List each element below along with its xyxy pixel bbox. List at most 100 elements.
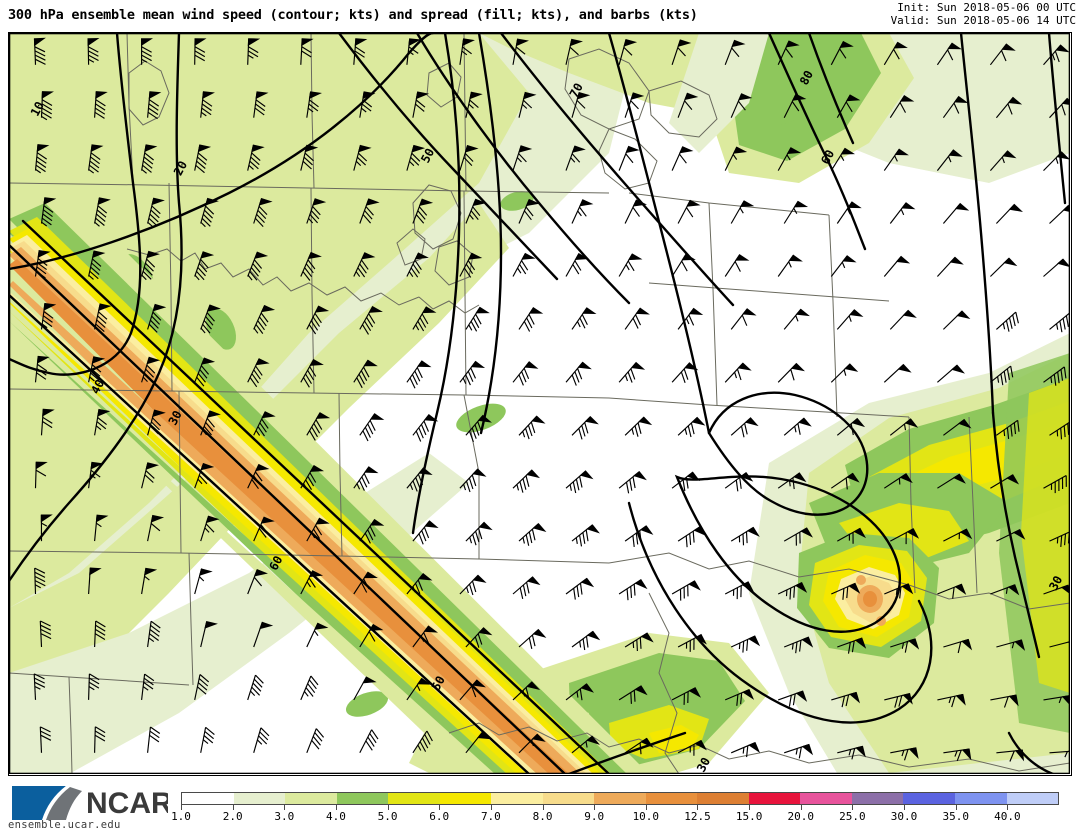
colorbar-band-7: [542, 793, 595, 804]
wind-barb: [677, 416, 706, 438]
colorbar-tick-label-1: 2.0: [222, 810, 243, 823]
wind-barb: [247, 251, 269, 281]
wind-barb: [247, 38, 261, 65]
svg-text:60: 60: [818, 147, 837, 166]
wind-barb: [624, 92, 645, 118]
wind-barb: [571, 630, 601, 651]
colorbar-tick-2: [284, 805, 286, 810]
wind-barb: [141, 462, 159, 489]
wind-barb: [624, 307, 650, 330]
colorbar-labels: 1.0 2.0 3.0 4.0 5.0 6.0 7.0 8.0 9.0 10.0 12.5 15.0 2…: [171, 810, 1059, 828]
wind-barb: [194, 144, 212, 174]
contour-label: 40: [88, 377, 107, 396]
wind-barb: [34, 461, 48, 489]
wind-barb: [943, 638, 973, 654]
wind-barb: [459, 38, 475, 65]
colorbar-band-14: [903, 793, 955, 804]
wind-barb: [884, 693, 913, 708]
wind-barb: [88, 144, 104, 174]
colorbar-band-1: [233, 793, 286, 804]
wind-barb: [353, 144, 372, 171]
wind-barb: [147, 726, 161, 753]
wind-barb: [724, 688, 755, 706]
svg-text:50: 50: [418, 146, 437, 165]
colorbar-band-15: [954, 793, 1007, 804]
wind-barb: [677, 199, 701, 224]
wind-barb: [565, 683, 595, 701]
wind-barb: [1043, 44, 1070, 66]
wind-barb: [836, 201, 862, 224]
wind-barb: [777, 472, 807, 490]
colorbar-band-3: [336, 793, 389, 804]
wind-barb: [359, 198, 380, 224]
wind-barb: [936, 42, 962, 66]
wind-barb: [730, 526, 760, 546]
colorbar-tick-1: [232, 805, 234, 810]
wind-barb: [624, 199, 647, 224]
wind-barb: [518, 307, 544, 332]
wind-barb: [990, 474, 1020, 489]
wind-barb: [40, 91, 54, 121]
wind-barb: [34, 250, 51, 279]
contour-label: 20: [171, 159, 190, 178]
wind-barb: [783, 527, 813, 546]
wind-barb: [465, 306, 490, 332]
wind-barb: [147, 303, 167, 333]
wind-barb: [300, 570, 324, 595]
wind-barb: [724, 471, 754, 492]
wind-barb: [200, 197, 219, 228]
colorbar-band-12: [800, 793, 852, 804]
wind-barb: [1043, 474, 1067, 494]
wind-barb: [730, 741, 761, 758]
wind-barb: [200, 304, 221, 334]
wind-barb: [300, 251, 322, 281]
contour-label: 50: [418, 146, 437, 165]
wind-barb: [406, 38, 422, 65]
wind-barb: [777, 147, 802, 171]
valid-time-block: Init: Sun 2018-05-06 00 UTC Valid: Sun 2…: [891, 1, 1076, 27]
wind-barb: [783, 308, 810, 330]
wind-barb: [412, 625, 438, 648]
wind-barb: [247, 569, 268, 595]
ncar-logo[interactable]: NCAR: [8, 780, 168, 832]
wind-barb: [94, 91, 108, 119]
colorbar-tick-15: [955, 805, 957, 810]
colorbar-band-11: [748, 793, 801, 804]
wind-barb: [724, 39, 746, 66]
wind-barb: [724, 253, 750, 277]
colorbar-tick-9: [645, 805, 647, 810]
wind-barb: [33, 37, 46, 65]
wind-barb: [518, 198, 540, 224]
wind-barb: [247, 358, 270, 388]
wind-barb: [406, 360, 432, 389]
wind-barb: [253, 621, 274, 648]
wind-barb: [724, 362, 752, 383]
wind-barb: [830, 147, 856, 171]
colorbar-tick-0: [181, 805, 182, 810]
map-canvas[interactable]: 10 20 40 30 60 50 50 70 80 60 30 30: [8, 32, 1072, 776]
wind-barb: [942, 310, 971, 330]
wind-barb: [730, 93, 753, 118]
wind-barb: [830, 363, 859, 383]
wind-barb: [1049, 97, 1070, 119]
ncar-url[interactable]: ensemble.ucar.edu: [8, 819, 121, 831]
wind-barb: [412, 198, 434, 224]
wind-barb: [783, 200, 809, 224]
wind-barb: [830, 40, 854, 66]
wind-barb: [300, 358, 324, 388]
wind-barb: [194, 568, 213, 595]
colorbar-tick-label-12: 20.0: [787, 810, 815, 823]
wind-barb: [353, 571, 378, 595]
wind-barb: [359, 413, 385, 442]
wind-barb: [565, 38, 583, 65]
wind-barb: [671, 39, 692, 65]
page-title: 300 hPa ensemble mean wind speed (contou…: [8, 7, 698, 23]
contour-label: 30: [694, 755, 713, 774]
wind-barb: [889, 95, 915, 119]
wind-barb: [671, 687, 701, 705]
wind-barb: [465, 91, 483, 118]
colorbar[interactable]: [181, 792, 1059, 805]
wind-barb: [990, 694, 1019, 708]
